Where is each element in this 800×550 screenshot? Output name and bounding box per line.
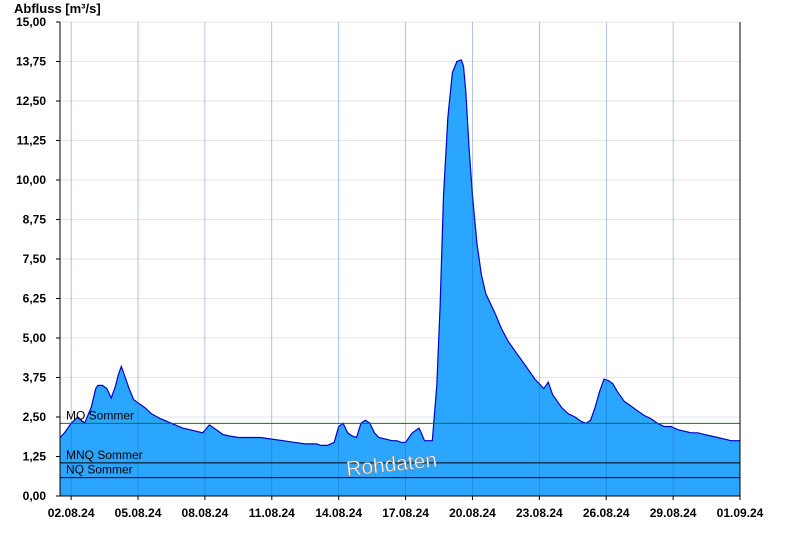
y-tick-label: 3,75 [23, 371, 47, 385]
y-tick-label: 15,00 [16, 15, 46, 29]
x-tick-label: 17.08.24 [382, 506, 429, 520]
x-tick-label: 01.09.24 [717, 506, 764, 520]
y-tick-label: 1,25 [23, 450, 47, 464]
grid-lines [60, 21, 740, 497]
vertical-grid-lines [70, 22, 674, 496]
y-tick-label: 2,50 [23, 410, 47, 424]
y-tick-label: 12,50 [16, 94, 46, 108]
y-tick-label: 6,25 [23, 292, 47, 306]
x-tick-labels: 02.08.24 05.08.24 08.08.24 11.08.24 14.08.24… [48, 496, 764, 520]
y-tick-label: 8,75 [23, 213, 47, 227]
y-axis-label: Abfluss [m³/s] [14, 1, 101, 16]
y-tick-label: 5,00 [23, 331, 47, 345]
y-tick-label: 13,75 [16, 55, 46, 69]
x-tick-label: 20.08.24 [449, 506, 496, 520]
series-area [60, 59, 740, 497]
x-tick-label: 08.08.24 [182, 506, 229, 520]
x-tick-label: 02.08.24 [48, 506, 95, 520]
series-line [59, 59, 740, 446]
discharge-series [59, 59, 740, 497]
reference-line-label: NQ Sommer [66, 463, 133, 477]
x-tick-label: 23.08.24 [516, 506, 563, 520]
y-tick-label: 11,25 [17, 134, 47, 148]
x-tick-label: 05.08.24 [115, 506, 162, 520]
x-tick-label: 14.08.24 [315, 506, 362, 520]
y-tick-labels: 0,00 1,25 2,50 3,75 5,00 6,25 7,50 8,75 10,00 11,… [16, 15, 60, 503]
x-tick-label: 11.08.24 [249, 506, 295, 520]
reference-line-label: MQ Sommer [66, 408, 134, 422]
reference-line-label: MNQ Sommer [66, 448, 143, 462]
y-tick-label: 7,50 [23, 252, 47, 266]
x-tick-label: 29.08.24 [650, 506, 697, 520]
x-tick-label: 26.08.24 [583, 506, 630, 520]
y-tick-label: 0,00 [23, 489, 47, 503]
y-tick-label: 10,00 [16, 173, 46, 187]
